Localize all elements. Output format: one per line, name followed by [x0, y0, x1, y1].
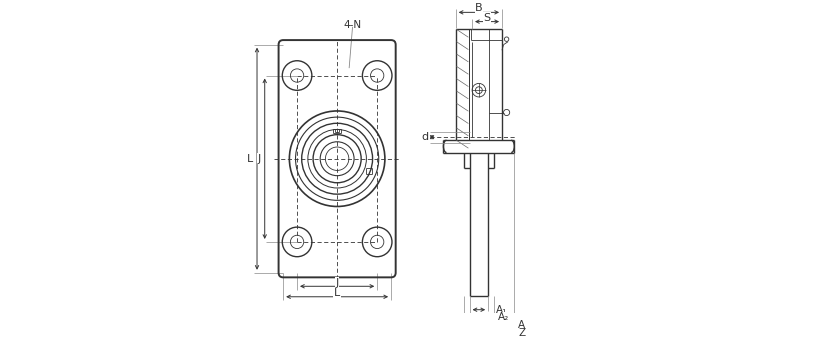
Text: A₂: A₂: [499, 312, 509, 322]
Text: B: B: [475, 3, 483, 14]
Text: A₁: A₁: [496, 305, 508, 315]
Text: Z: Z: [518, 329, 526, 338]
Text: J: J: [335, 277, 339, 288]
Text: L: L: [334, 288, 340, 298]
Text: d: d: [421, 132, 428, 142]
Text: A: A: [518, 320, 526, 330]
Text: 4-N: 4-N: [344, 20, 361, 30]
Text: S: S: [483, 13, 490, 23]
Text: J: J: [258, 154, 261, 164]
Text: L: L: [247, 154, 253, 164]
